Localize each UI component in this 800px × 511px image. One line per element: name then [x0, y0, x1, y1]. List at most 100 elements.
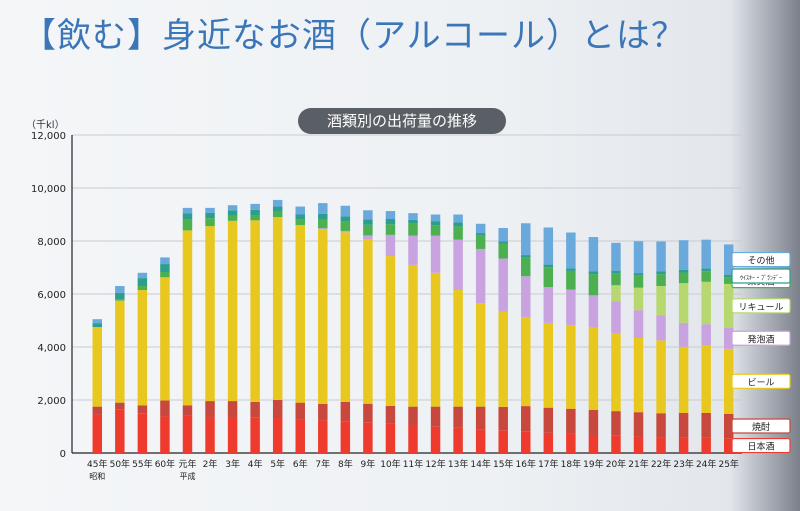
x-tick-label: 11年 — [403, 458, 423, 470]
x-tick-label: 7年 — [315, 458, 330, 470]
x-tick-label: 17年 — [538, 458, 558, 470]
y-tick-label: 2,000 — [37, 396, 66, 407]
bar-segment — [92, 327, 103, 407]
bar-segment — [340, 221, 351, 231]
bar-segment — [678, 437, 689, 453]
bar-segment — [182, 230, 193, 406]
bar-segment — [566, 232, 576, 269]
bar-segment — [566, 325, 576, 409]
bar-segment — [475, 248, 486, 304]
x-tick-label: 6年 — [293, 458, 308, 470]
bar-segment — [566, 270, 576, 290]
bar-segment — [611, 242, 621, 271]
bar-segment — [182, 213, 193, 220]
x-tick-sublabel: 平成 — [179, 471, 195, 481]
bar-segment — [566, 289, 576, 326]
bar-segment — [182, 405, 193, 416]
chart-title: 酒類別の出荷量の推移 — [298, 108, 506, 134]
bar-segment — [318, 219, 328, 229]
bar-segment — [295, 214, 305, 220]
bar-segment — [543, 287, 554, 323]
bar-segment — [250, 417, 260, 453]
bar-segment — [633, 275, 644, 288]
bar-segment — [633, 273, 644, 276]
bar-segment — [363, 210, 373, 220]
bar-segment — [340, 216, 351, 222]
bar-segment — [250, 220, 260, 402]
bar-segment — [430, 272, 441, 407]
bar-segment — [318, 403, 328, 421]
bar-segment — [588, 409, 599, 435]
bar-segment — [227, 205, 238, 211]
legend-box — [731, 373, 791, 389]
bar-segment — [295, 225, 305, 403]
bar-segment — [678, 269, 689, 273]
x-tick-label: 元年 — [178, 458, 196, 470]
bar-segment — [295, 402, 305, 420]
bar-segment — [588, 434, 599, 453]
bar-segment — [137, 405, 148, 414]
bar-segment — [701, 437, 711, 453]
bar-segment — [115, 292, 125, 300]
bar-segment — [318, 229, 328, 404]
x-tick-label: 2年 — [203, 458, 218, 470]
bar-segment — [498, 243, 508, 259]
bar-segment — [453, 226, 463, 240]
bar-segment — [115, 402, 125, 410]
legend-label: 焼酎 — [752, 421, 770, 433]
bar-segment — [205, 226, 215, 402]
bar-segment — [498, 258, 508, 312]
x-tick-label: 14年 — [470, 458, 490, 470]
bar-segment — [611, 273, 621, 286]
legend-box — [731, 437, 791, 454]
bar-segment — [272, 199, 283, 207]
bar-segment — [588, 274, 599, 296]
bar-segment — [678, 322, 689, 347]
bar-segment — [295, 219, 305, 226]
y-tick-label: 12,000 — [31, 131, 66, 142]
bar-segment — [250, 209, 260, 216]
x-tick-label: 24年 — [696, 458, 716, 470]
bar-segment — [521, 431, 531, 453]
bar-segment — [272, 400, 283, 419]
bar-segment — [137, 413, 148, 453]
bar-segment — [340, 401, 351, 422]
bar-segment — [588, 237, 599, 272]
bar-segment — [205, 207, 215, 213]
bar-segment — [701, 345, 711, 413]
legend-box — [731, 330, 791, 346]
bar-segment — [115, 299, 125, 301]
bar-segment — [272, 418, 283, 453]
legend-box — [731, 268, 791, 284]
x-tick-label: 18年 — [561, 458, 581, 470]
bar-segment — [227, 401, 238, 417]
bar-segment — [430, 235, 441, 273]
bar-segment — [678, 240, 689, 270]
bar-segment — [92, 414, 103, 453]
bar-segment — [656, 315, 666, 341]
bar-segment — [160, 416, 170, 453]
bar-segment — [723, 283, 734, 328]
bar-segment — [160, 264, 170, 273]
y-tick-label: 4,000 — [37, 343, 66, 354]
bar-segment — [521, 406, 531, 432]
bar-segment — [205, 212, 215, 219]
bar-segment — [272, 211, 283, 218]
bar-segment — [160, 272, 170, 278]
bar-segment — [701, 268, 711, 272]
legend-label: リキュール — [738, 303, 783, 313]
bar-segment — [318, 420, 328, 453]
bar-segment — [701, 281, 711, 325]
x-tick-label: 55年 — [132, 458, 152, 470]
bar-segment — [408, 223, 418, 236]
x-tick-label: 22年 — [651, 458, 671, 470]
bar-segment — [92, 319, 103, 324]
bar-segment — [250, 401, 260, 418]
x-tick-label: 8年 — [338, 458, 353, 470]
y-tick-label: 6,000 — [37, 290, 66, 301]
bar-segment — [92, 323, 103, 328]
bar-segment — [363, 235, 373, 240]
y-tick-label: 10,000 — [31, 184, 66, 195]
bar-segment — [701, 239, 711, 269]
bar-segment — [340, 230, 351, 233]
